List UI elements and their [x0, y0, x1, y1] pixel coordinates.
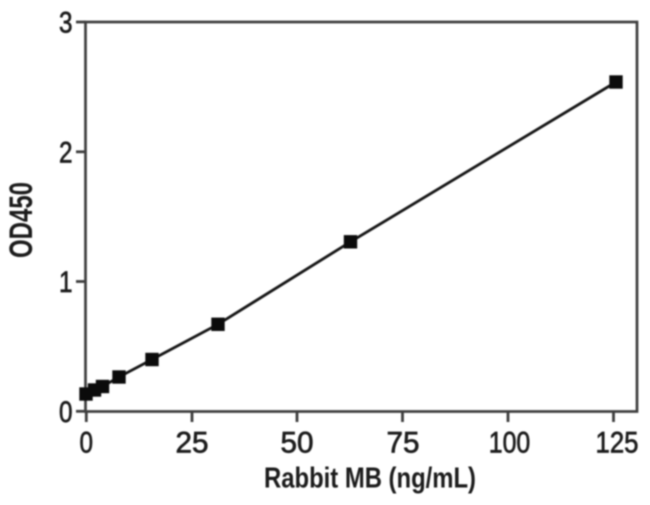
svg-text:1: 1	[59, 266, 73, 299]
svg-text:100: 100	[489, 427, 531, 460]
svg-text:Rabbit MB (ng/mL): Rabbit MB (ng/mL)	[264, 463, 476, 495]
svg-text:125: 125	[596, 427, 639, 460]
svg-text:0: 0	[59, 396, 73, 429]
svg-text:75: 75	[387, 427, 420, 460]
svg-text:OD450: OD450	[3, 182, 39, 258]
svg-text:50: 50	[281, 427, 314, 460]
svg-text:3: 3	[59, 7, 73, 40]
svg-text:2: 2	[59, 136, 73, 169]
svg-text:0: 0	[80, 427, 94, 460]
svg-text:25: 25	[176, 427, 209, 460]
